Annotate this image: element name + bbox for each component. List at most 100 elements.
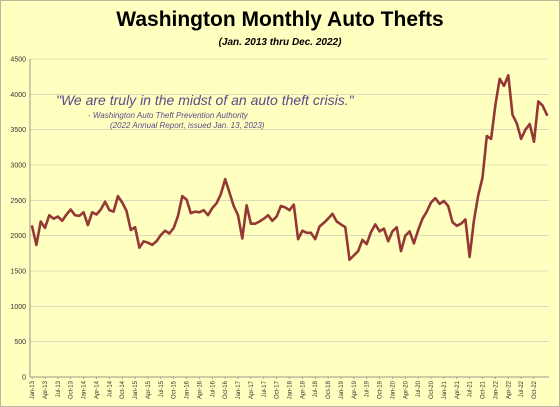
data-point bbox=[143, 241, 145, 243]
data-point bbox=[181, 195, 183, 197]
data-point bbox=[250, 223, 252, 225]
data-point bbox=[276, 216, 278, 218]
x-tick-label: Oct-13 bbox=[69, 380, 75, 399]
data-point bbox=[456, 225, 458, 227]
data-point bbox=[100, 209, 102, 211]
data-point bbox=[44, 227, 46, 229]
data-point bbox=[139, 247, 141, 249]
data-point bbox=[233, 205, 235, 207]
data-point bbox=[113, 211, 115, 213]
x-tick-label: Apr-14 bbox=[94, 380, 100, 399]
data-point bbox=[156, 241, 158, 243]
data-point bbox=[130, 229, 132, 231]
data-point bbox=[525, 129, 527, 131]
data-point bbox=[413, 243, 415, 245]
data-point bbox=[417, 229, 419, 231]
x-tick-label: Oct-21 bbox=[481, 380, 487, 399]
x-tick-label: Apr-21 bbox=[455, 380, 461, 399]
x-tick-label: Apr-15 bbox=[146, 380, 152, 399]
data-point bbox=[173, 227, 175, 229]
data-point bbox=[452, 221, 454, 223]
data-point bbox=[242, 238, 244, 240]
data-point bbox=[469, 256, 471, 258]
data-point bbox=[83, 212, 85, 214]
x-tick-label: Jul-15 bbox=[159, 380, 165, 397]
y-tick-label: 1000 bbox=[10, 304, 26, 311]
data-point bbox=[482, 177, 484, 179]
data-point bbox=[79, 215, 81, 217]
data-point bbox=[53, 218, 55, 220]
data-point bbox=[332, 213, 334, 215]
y-axis: 0 500 1000 1500 2000 2500 3000 3500 4000 4500 bbox=[10, 57, 31, 382]
x-tick-label: Jul-13 bbox=[56, 380, 62, 397]
data-point bbox=[302, 230, 304, 232]
data-point bbox=[306, 232, 308, 234]
data-point bbox=[96, 214, 98, 216]
x-tick-label: Apr-19 bbox=[352, 380, 358, 399]
data-point bbox=[516, 123, 518, 125]
data-point bbox=[490, 138, 492, 140]
x-tick-label: Jan-19 bbox=[339, 380, 345, 399]
data-point bbox=[91, 212, 93, 214]
data-point bbox=[36, 244, 38, 246]
data-point bbox=[323, 222, 325, 224]
data-point bbox=[66, 214, 68, 216]
x-tick-label: Jan-20 bbox=[390, 380, 396, 399]
x-tick-label: Oct-18 bbox=[326, 380, 332, 399]
data-point bbox=[280, 205, 282, 207]
data-point bbox=[447, 205, 449, 207]
data-point bbox=[396, 226, 398, 228]
data-point bbox=[512, 114, 514, 116]
data-point bbox=[134, 226, 136, 228]
data-point bbox=[194, 211, 196, 213]
data-point bbox=[349, 259, 351, 261]
annotation-attribution: - Washington Auto Theft Prevention Autho… bbox=[88, 111, 248, 120]
data-point bbox=[336, 221, 338, 223]
data-point bbox=[267, 214, 269, 216]
x-tick-label: Jul-16 bbox=[210, 380, 216, 397]
x-tick-label: Jul-22 bbox=[519, 380, 525, 397]
data-point bbox=[246, 204, 248, 206]
data-point bbox=[379, 231, 381, 233]
y-tick-label: 4500 bbox=[10, 57, 26, 64]
data-point bbox=[533, 141, 535, 143]
x-tick-label: Jul-20 bbox=[416, 380, 422, 397]
x-tick-label: Jul-14 bbox=[107, 380, 113, 397]
data-point bbox=[211, 207, 213, 209]
x-tick-label: Jul-21 bbox=[468, 380, 474, 397]
data-point bbox=[503, 85, 505, 87]
data-point bbox=[314, 238, 316, 240]
x-tick-label: Apr-22 bbox=[506, 380, 512, 399]
x-tick-label: Jul-18 bbox=[313, 380, 319, 397]
y-tick-label: 3500 bbox=[10, 127, 26, 134]
data-point bbox=[499, 78, 501, 80]
data-point bbox=[310, 232, 312, 234]
data-point bbox=[507, 74, 509, 76]
data-point bbox=[362, 239, 364, 241]
data-point bbox=[439, 203, 441, 205]
data-point bbox=[203, 209, 205, 211]
data-point bbox=[199, 212, 201, 214]
data-point bbox=[435, 197, 437, 199]
y-tick-label: 1500 bbox=[10, 269, 26, 276]
data-point bbox=[289, 209, 291, 211]
data-point bbox=[259, 221, 261, 223]
data-point bbox=[160, 234, 162, 236]
annotation-quote: "We are truly in the midst of an auto th… bbox=[56, 92, 354, 108]
data-point bbox=[340, 224, 342, 226]
y-tick-label: 2000 bbox=[10, 233, 26, 240]
data-point bbox=[370, 231, 372, 233]
y-tick-label: 3000 bbox=[10, 163, 26, 170]
chart-subtitle: (Jan. 2013 thru Dec. 2022) bbox=[218, 37, 342, 48]
y-tick-label: 0 bbox=[22, 375, 26, 382]
data-point bbox=[353, 255, 355, 257]
y-tick-label: 2500 bbox=[10, 198, 26, 205]
data-point bbox=[169, 233, 171, 235]
x-tick-label: Oct-16 bbox=[223, 380, 229, 399]
x-tick-label: Oct-19 bbox=[378, 380, 384, 399]
data-point bbox=[207, 214, 209, 216]
data-point bbox=[542, 105, 544, 107]
x-tick-label: Apr-18 bbox=[300, 380, 306, 399]
data-point bbox=[220, 193, 222, 195]
